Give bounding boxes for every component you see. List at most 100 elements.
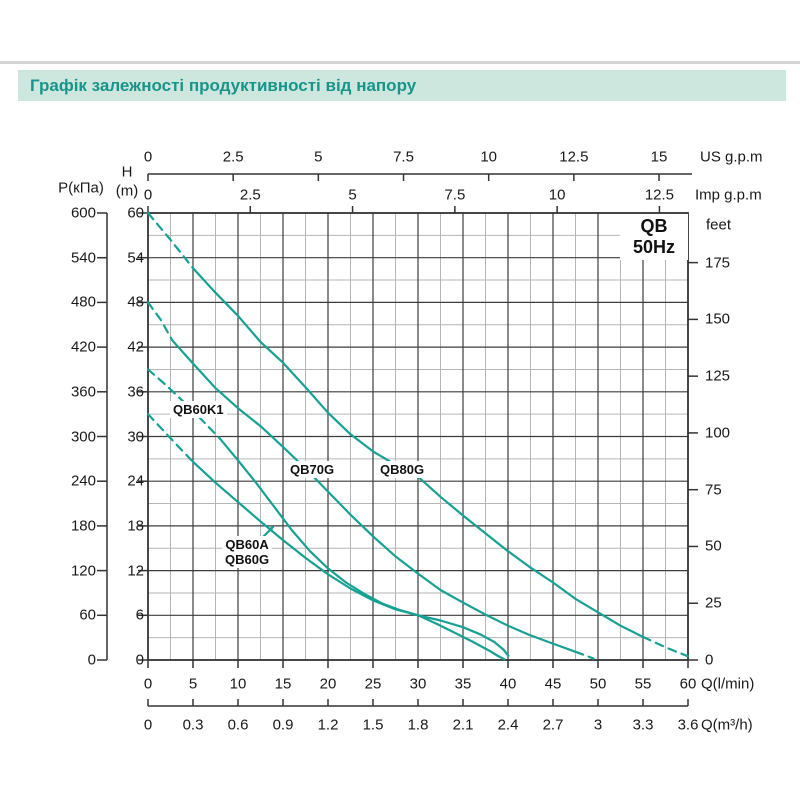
q-lpm-tick-label: 15 (274, 675, 292, 693)
curve-qb60g-dash-end (502, 648, 511, 659)
q-m3h-tick-label: 3.6 (677, 716, 699, 734)
badge-text: QB (640, 216, 668, 236)
curve-qb60a-dash-end (496, 654, 506, 661)
curve-label-text: QB80G (380, 462, 425, 477)
curve-qb70g-dash-start (146, 301, 174, 342)
feet-axis-tick-label: 150 (705, 310, 731, 328)
h-axis-tick-label: 6 (135, 606, 144, 624)
feet-axis-tick-label: 100 (705, 424, 731, 442)
p-axis-tick-label: 120 (70, 562, 96, 580)
p-axis-title: P(кПа) (58, 179, 104, 197)
p-axis-tick-label: 600 (70, 204, 96, 222)
q-m3h-tick-label: 3.3 (632, 716, 654, 734)
feet-axis-title: feet (706, 216, 732, 234)
h-axis-title: H (121, 163, 133, 181)
curve-label-text: QB60A (225, 537, 269, 552)
p-axis-tick-label: 180 (70, 517, 96, 535)
q-m3h-tick-label: 1.2 (317, 716, 339, 734)
q-m3h-tick-label: 3 (593, 716, 603, 734)
imp-gpm-axis-title: Imp g.p.m (695, 186, 762, 204)
h-axis-tick-label: 12 (127, 562, 144, 580)
arrowhead (268, 526, 274, 532)
curve-qb70g-dash-end (574, 650, 595, 660)
curve-label-qb70g: QB70G (287, 461, 338, 478)
q-lpm-tick-label: 5 (188, 675, 198, 693)
q-lpm-tick-label: 20 (319, 675, 337, 693)
us-gpm-axis-title: US g.p.m (700, 148, 763, 166)
imp-gpm-tick-label: 10 (548, 186, 566, 204)
h-axis-tick-label: 60 (127, 204, 144, 222)
curve-label-text: QB60G (225, 552, 270, 567)
feet-axis-tick-label: 0 (705, 651, 714, 669)
h-axis-tick-label: 0 (135, 651, 144, 669)
h-axis-tick-label: 54 (127, 249, 144, 267)
curve-qb60g-dash-start (146, 413, 195, 463)
h-axis-tick-label: 42 (127, 338, 144, 356)
q-m3h-tick-label: 0 (143, 716, 153, 734)
q-lpm-tick-label: 0 (143, 675, 153, 693)
curve-label-qb80g: QB80G (377, 461, 428, 478)
q-lpm-tick-label: 25 (364, 675, 382, 693)
curve-qb80g-dash-end (641, 635, 690, 658)
p-axis-tick-label: 60 (79, 606, 96, 624)
title-band: Графік залежності продуктивності від нап… (18, 70, 786, 101)
feet-axis-tick-label: 50 (705, 537, 722, 555)
p-axis-tick-label: 480 (70, 293, 96, 311)
q-m3h-tick-label: 2.4 (497, 716, 519, 734)
us-gpm-tick-label: 2.5 (222, 148, 244, 166)
q-lpm-tick-label: 45 (544, 675, 562, 693)
curve-label-text: QB60K1 (173, 402, 224, 417)
q-m3h-tick-label: 2.7 (542, 716, 564, 734)
q-lpm-axis-title: Q(l/min) (701, 675, 755, 693)
q-m3h-tick-label: 0.9 (272, 716, 294, 734)
h-axis-tick-label: 30 (127, 428, 144, 445)
p-axis-tick-label: 420 (70, 338, 96, 356)
curve-qb70g-solid (171, 339, 577, 653)
us-gpm-tick-label: 15 (650, 148, 668, 166)
h-axis-tick-label: 48 (127, 293, 144, 311)
q-lpm-tick-label: 35 (454, 675, 472, 693)
grid-major (148, 213, 688, 660)
curve-qb60g-solid (191, 460, 505, 651)
h-axis-tick-label: 18 (127, 517, 144, 535)
p-axis-tick-label: 240 (70, 472, 96, 490)
feet-axis-tick-label: 175 (705, 254, 731, 272)
p-axis-tick-label: 540 (70, 249, 96, 267)
q-m3h-tick-label: 1.5 (362, 716, 384, 734)
h-axis-title-unit: (m) (115, 182, 139, 200)
axes (97, 173, 698, 707)
curve-qb80g-dash-start (146, 211, 195, 270)
p-axis-tick-label: 360 (70, 383, 96, 401)
curve-label-qb60a: QB60A QB60G (222, 536, 273, 568)
p-axis-tick-label: 300 (70, 428, 96, 445)
curve-qb60g (146, 413, 511, 659)
imp-gpm-tick-label: 5 (348, 186, 357, 204)
us-gpm-tick-label: 0 (143, 148, 153, 166)
qb-50hz-badge: QB 50Hz (620, 214, 688, 260)
q-m3h-tick-label: 0.6 (227, 716, 249, 734)
q-m3h-tick-label: 1.8 (407, 716, 429, 734)
q-lpm-tick-label: 55 (634, 675, 652, 693)
top-divider (0, 61, 800, 64)
feet-axis-tick-label: 25 (705, 594, 722, 612)
imp-gpm-tick-label: 7.5 (444, 186, 466, 204)
curve-qb70g (146, 301, 595, 660)
q-lpm-tick-label: 30 (409, 675, 427, 693)
imp-gpm-tick-label: 0 (143, 186, 153, 204)
imp-gpm-tick-label: 12.5 (644, 186, 675, 204)
h-axis-tick-label: 36 (127, 383, 144, 401)
p-axis-tick-label: 0 (87, 651, 96, 669)
q-m3h-tick-label: 0.3 (182, 716, 204, 734)
page-title: Графік залежності продуктивності від нап… (30, 75, 417, 95)
q-m3h-tick-label: 2.1 (452, 716, 474, 734)
curve-qb60a-solid (218, 437, 499, 657)
h-axis-tick-label: 24 (127, 472, 144, 490)
badge-text: 50Hz (632, 237, 676, 257)
feet-axis-tick-label: 75 (705, 481, 722, 499)
q-lpm-tick-label: 40 (499, 675, 517, 693)
us-gpm-tick-label: 5 (314, 148, 323, 166)
us-gpm-tick-label: 7.5 (393, 148, 414, 166)
q-lpm-tick-label: 60 (679, 675, 697, 693)
q-m3h-axis-title: Q(m³/h) (701, 716, 753, 734)
